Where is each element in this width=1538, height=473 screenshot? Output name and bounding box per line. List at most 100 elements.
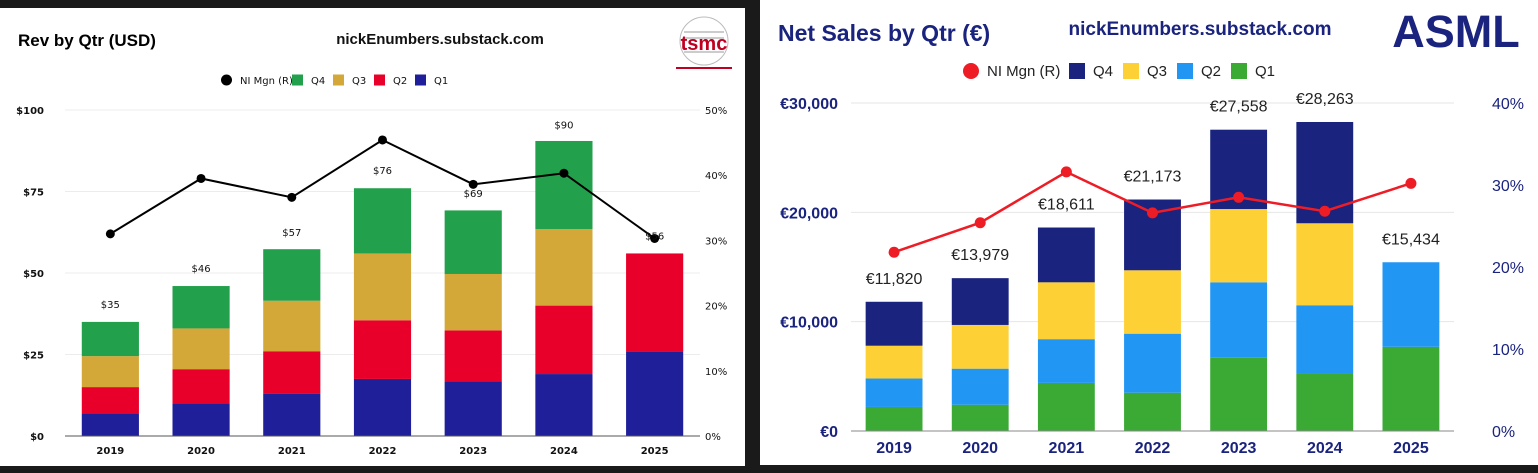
y-tick-label: $25 <box>23 351 44 362</box>
x-tick-label: 2025 <box>641 446 669 457</box>
total-label-2023: $69 <box>464 189 483 200</box>
bar-q1-2024 <box>535 374 593 436</box>
tsmc-revenue-chart: Rev by Qtr (USD) nickEnumbers.substack.c… <box>16 16 732 457</box>
bar-q3-2023 <box>444 273 502 331</box>
y-axis-right: 0% 10% 20% 30% 40% 50% <box>705 106 727 443</box>
y2-tick-label: 20% <box>705 302 727 313</box>
x-tick-label: 2019 <box>876 440 912 457</box>
legend-marker-q1 <box>1231 63 1247 79</box>
x-tick-label: 2023 <box>1221 440 1257 457</box>
ni-margin-point-2022 <box>378 135 387 145</box>
bar-q4-2019 <box>865 301 923 346</box>
y2-tick-label: 0% <box>705 432 721 443</box>
y-axis-left: €0 €10,000 €20,000 €30,000 <box>780 96 838 441</box>
ni-margin-point-2025 <box>1405 177 1417 189</box>
ni-margin-point-2022 <box>1147 207 1158 219</box>
bars <box>865 121 1440 431</box>
ni-margin-point-2025 <box>650 233 660 243</box>
bar-q1-2019 <box>865 406 923 431</box>
chart-title: Rev by Qtr (USD) <box>18 31 156 50</box>
ni-margin-point-2021 <box>1060 166 1072 178</box>
bar-q2-2022 <box>353 320 412 379</box>
legend-marker-q4 <box>1069 63 1085 79</box>
legend-marker-ni-margin <box>221 74 232 86</box>
total-labels: $35 $46 $57 $76 $69 $90 $56 <box>101 121 664 311</box>
x-tick-label: 2020 <box>962 440 998 457</box>
source-label: nickEnumbers.substack.com <box>336 31 544 48</box>
ni-margin-line <box>888 166 1417 258</box>
legend-label-q4: Q4 <box>311 76 325 87</box>
bar-q2-2024 <box>535 305 593 375</box>
bar-q3-2022 <box>353 253 412 321</box>
total-label-2025: $56 <box>645 231 664 242</box>
bar-q3-2021 <box>263 300 321 352</box>
bar-q2-2023 <box>444 330 502 382</box>
y-axis-right: 0% 10% 20% 30% 40% <box>1492 96 1524 441</box>
bars <box>81 140 684 436</box>
legend-marker-q3 <box>333 74 344 86</box>
legend-marker-ni-margin <box>963 63 979 79</box>
tsmc-revenue-chart-panel: Rev by Qtr (USD) nickEnumbers.substack.c… <box>0 8 745 466</box>
bar-q4-2020 <box>172 286 230 329</box>
x-tick-label: 2022 <box>369 446 397 457</box>
bar-q3-2019 <box>81 356 139 388</box>
bar-q2-2021 <box>263 351 321 394</box>
logo-text: tsmc <box>681 33 728 55</box>
bar-q2-2025 <box>1382 262 1440 347</box>
bar-q3-2024 <box>1296 223 1354 306</box>
legend-label-q2: Q2 <box>1201 63 1221 80</box>
legend-label-q2: Q2 <box>393 76 407 87</box>
legend-marker-q3 <box>1123 63 1139 79</box>
total-label-2022: €21,173 <box>1124 169 1182 186</box>
ni-margin-point-2024 <box>1319 205 1331 217</box>
ni-margin-point-2023 <box>1233 191 1245 203</box>
chart-title: Net Sales by Qtr (€) <box>778 20 990 46</box>
total-label-2025: €15,434 <box>1382 231 1440 248</box>
y-tick-label: $100 <box>16 106 44 117</box>
bar-q1-2020 <box>172 403 230 436</box>
bar-q3-2024 <box>535 228 593 306</box>
bar-q1-2023 <box>444 381 502 436</box>
ni-margin-point-2020 <box>974 217 986 229</box>
y2-tick-label: 50% <box>705 106 727 117</box>
y2-tick-label: 40% <box>1492 96 1524 113</box>
bar-q1-2024 <box>1296 373 1354 431</box>
legend-label-q4: Q4 <box>1093 63 1113 80</box>
ni-margin-point-2021 <box>287 192 297 202</box>
asml-net-sales-chart-panel: Net Sales by Qtr (€) nickEnumbers.substa… <box>760 0 1538 465</box>
bar-q1-2023 <box>1210 357 1268 431</box>
total-label-2022: $76 <box>373 166 392 177</box>
y-tick-label: €20,000 <box>780 205 838 222</box>
bar-q2-2025 <box>626 253 684 352</box>
y2-tick-label: 10% <box>1492 342 1524 359</box>
bar-q3-2023 <box>1210 209 1268 283</box>
bar-q4-2024 <box>535 140 593 229</box>
bar-q3-2022 <box>1124 270 1181 334</box>
bar-q4-2019 <box>81 321 139 357</box>
bar-q2-2021 <box>1037 339 1095 383</box>
total-label-2024: $90 <box>554 121 573 132</box>
y2-tick-label: 0% <box>1492 424 1515 441</box>
bar-q3-2020 <box>951 324 1009 369</box>
total-label-2023: €27,558 <box>1210 99 1268 116</box>
y-tick-label: $0 <box>30 432 44 443</box>
y-tick-label: $75 <box>23 188 44 199</box>
bar-q3-2020 <box>172 328 230 370</box>
legend-label-q3: Q3 <box>352 76 366 87</box>
y2-tick-label: 10% <box>705 367 727 378</box>
legend: NI Mgn (R) Q4 Q3 Q2 Q1 <box>221 74 448 87</box>
bar-q3-2021 <box>1037 282 1095 340</box>
bar-q4-2021 <box>263 249 321 301</box>
ni-margin-point-2019 <box>888 246 900 258</box>
ni-margin-point-2019 <box>105 229 115 239</box>
legend-label-q1: Q1 <box>434 76 448 87</box>
x-tick-label: 2022 <box>1135 440 1171 457</box>
bar-q1-2022 <box>353 378 412 436</box>
total-label-2021: €18,611 <box>1038 197 1095 214</box>
total-label-2020: €13,979 <box>951 247 1009 264</box>
ni-margin-point-2020 <box>196 173 206 183</box>
x-tick-label: 2020 <box>187 446 215 457</box>
legend-label-ni-margin: NI Mgn (R) <box>987 63 1060 80</box>
y-tick-label: €0 <box>820 424 838 441</box>
bar-q3-2019 <box>865 345 923 379</box>
